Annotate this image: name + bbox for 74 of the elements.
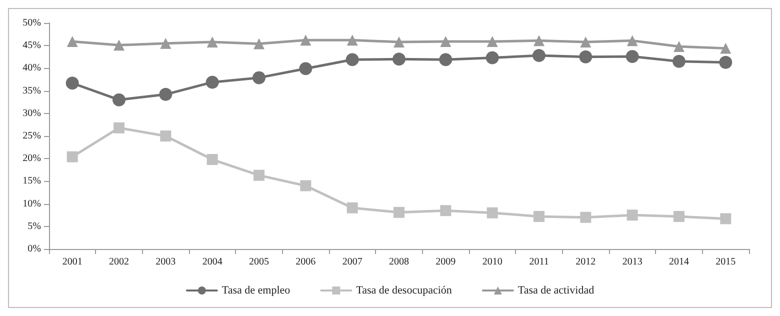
point	[439, 53, 452, 66]
x-tick-label: 2005	[249, 256, 269, 268]
y-tick-label: 10%	[22, 198, 41, 210]
point	[394, 36, 404, 48]
point	[626, 35, 638, 46]
y-tick-label: 45%	[22, 40, 41, 52]
x-tick-label: 2010	[482, 256, 502, 268]
point	[300, 180, 312, 192]
point	[672, 54, 686, 68]
point	[486, 51, 499, 64]
y-tick-label: 0%	[28, 244, 41, 254]
legend-label: Tasa de desocupación	[356, 284, 452, 296]
x-tick-label: 2006	[296, 256, 316, 268]
y-tick-label: 30%	[22, 108, 41, 119]
point	[252, 71, 266, 84]
point	[346, 34, 358, 46]
point	[486, 207, 498, 218]
x-tick-label: 2009	[436, 256, 456, 268]
point	[300, 34, 312, 46]
x-tick-label: 2014	[669, 256, 689, 268]
point	[206, 154, 218, 166]
y-tick-label: 15%	[22, 176, 41, 187]
point	[720, 42, 732, 54]
x-tick-label: 2004	[202, 256, 222, 268]
x-tick-label: 2013	[622, 256, 642, 268]
x-tick-label: 2015	[716, 256, 736, 268]
point	[254, 170, 264, 181]
point	[392, 52, 406, 66]
point	[299, 62, 312, 76]
x-tick-label: 2008	[389, 256, 409, 268]
point	[440, 205, 452, 216]
y-tick-label: 25%	[22, 130, 41, 142]
point	[66, 151, 78, 162]
point	[394, 206, 404, 218]
point	[206, 76, 219, 89]
point	[719, 56, 732, 69]
point	[626, 50, 639, 63]
point	[206, 36, 218, 48]
point	[159, 88, 172, 101]
point	[720, 213, 732, 224]
x-tick-label: 2001	[62, 256, 82, 268]
y-tick-label: 5%	[28, 220, 41, 232]
point	[580, 36, 592, 48]
y-tick-label: 40%	[22, 62, 41, 74]
legend-label: Tasa de actividad	[518, 284, 595, 296]
x-tick-label: 2003	[156, 256, 176, 268]
point	[534, 35, 544, 46]
x-tick-label: 2011	[529, 256, 549, 268]
point	[580, 212, 592, 223]
point	[66, 36, 78, 48]
point	[114, 40, 124, 51]
point	[160, 38, 172, 49]
point	[346, 53, 359, 66]
point	[579, 50, 592, 64]
point	[66, 76, 79, 90]
point	[532, 49, 546, 62]
y-tick-label: 35%	[22, 85, 41, 96]
point	[674, 210, 684, 222]
y-tick-label: 50%	[22, 18, 41, 28]
point	[254, 38, 264, 50]
point	[114, 122, 124, 134]
x-tick-label: 2007	[342, 256, 362, 268]
x-tick-label: 2002	[109, 256, 129, 268]
point	[440, 36, 452, 48]
y-tick-label: 20%	[22, 153, 41, 164]
legend-label: Tasa de empleo	[222, 284, 291, 296]
point	[534, 210, 544, 222]
point	[112, 93, 126, 106]
x-tick-label: 2012	[576, 256, 596, 268]
point	[626, 210, 638, 221]
point	[486, 36, 498, 48]
point	[160, 130, 172, 142]
point	[346, 202, 358, 214]
point	[674, 41, 684, 52]
